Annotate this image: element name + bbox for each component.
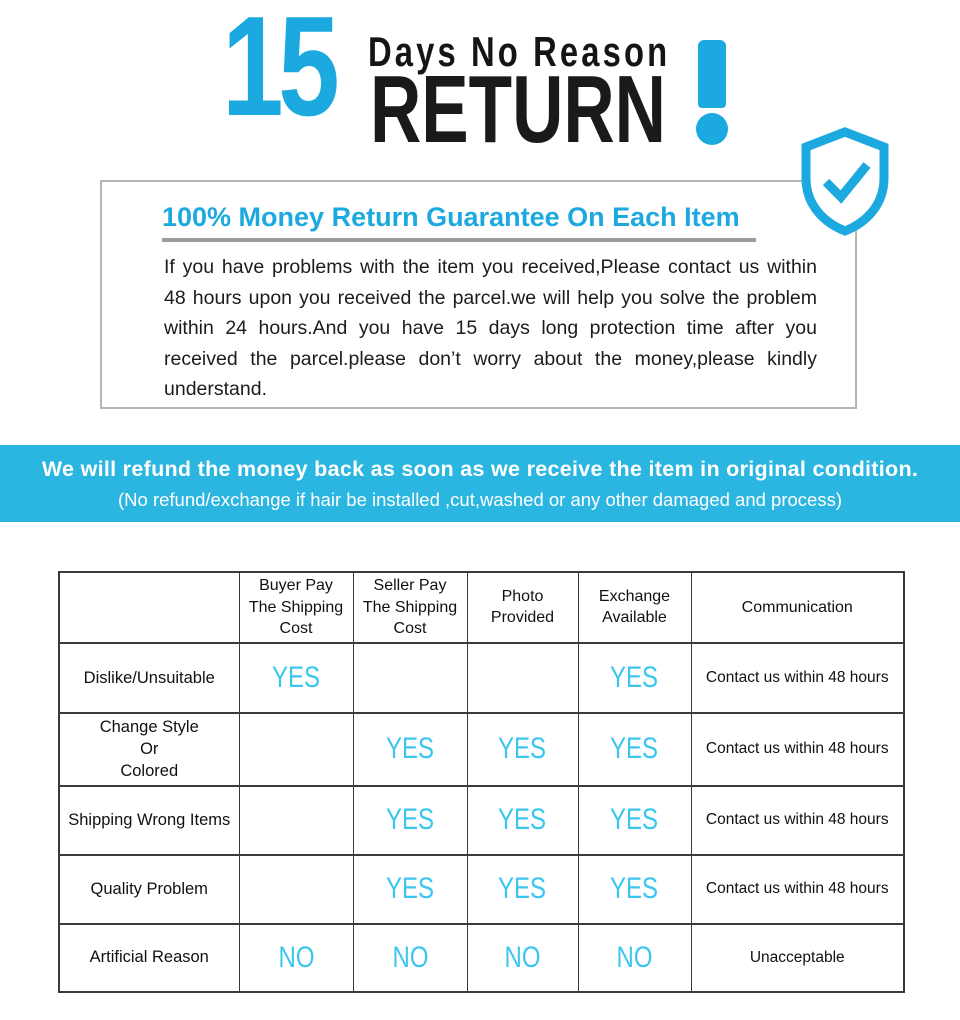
mark-value: YES (385, 732, 435, 766)
mark-cell: NO (466, 922, 579, 993)
mark-value: YES (610, 803, 659, 837)
table-row: Change Style Or Colored YES YES YES Cont… (58, 711, 905, 787)
row-label: Change Style Or Colored (58, 711, 240, 787)
header-buyer-pay: Buyer Pay The Shipping Cost (238, 571, 354, 644)
mark-value: NO (278, 940, 314, 974)
mark-value: YES (498, 732, 547, 766)
table-row: Artificial Reason NO NO NO NO Unacceptab… (58, 922, 905, 993)
mark-cell (466, 641, 579, 714)
table-row: Dislike/Unsuitable YES YES Contact us wi… (58, 641, 905, 714)
mark-cell: YES (466, 711, 579, 787)
mark-value: YES (610, 660, 659, 694)
header-communication: Communication (690, 571, 905, 644)
guarantee-heading: 100% Money Return Guarantee On Each Item (162, 202, 756, 243)
policy-table: Buyer Pay The Shipping Cost Seller Pay T… (58, 571, 905, 993)
mark-cell: YES (352, 853, 468, 925)
guarantee-box: 100% Money Return Guarantee On Each Item… (100, 180, 857, 409)
mark-value: YES (385, 872, 435, 906)
table-row: Shipping Wrong Items YES YES YES Contact… (58, 784, 905, 856)
mark-cell: NO (577, 922, 692, 993)
mark-cell: NO (238, 922, 354, 993)
hero-subtitle: Days No Reason (368, 28, 671, 75)
mark-cell (238, 784, 354, 856)
header-empty (58, 571, 240, 644)
mark-value: NO (616, 940, 653, 974)
row-label: Dislike/Unsuitable (58, 641, 240, 714)
mark-value: NO (504, 940, 541, 974)
mark-cell (238, 853, 354, 925)
mark-cell (238, 711, 354, 787)
mark-cell: YES (352, 711, 468, 787)
header-seller-pay: Seller Pay The Shipping Cost (352, 571, 468, 644)
refund-banner: We will refund the money back as soon as… (0, 445, 960, 522)
communication-cell: Contact us within 48 hours (690, 641, 905, 714)
header-photo-provided: Photo Provided (466, 571, 579, 644)
mark-value: NO (392, 940, 428, 974)
mark-cell: YES (466, 784, 579, 856)
mark-cell: YES (577, 853, 692, 925)
exclamation-icon (698, 40, 726, 108)
mark-value: YES (498, 872, 547, 906)
communication-cell: Contact us within 48 hours (690, 853, 905, 925)
table-header-row: Buyer Pay The Shipping Cost Seller Pay T… (58, 571, 905, 644)
exclamation-dot-icon (696, 113, 728, 145)
days-count: 15 (222, 0, 340, 146)
policy-table-wrapper: Buyer Pay The Shipping Cost Seller Pay T… (58, 571, 905, 993)
mark-cell: YES (577, 711, 692, 787)
header-exchange-available: Exchange Available (577, 571, 692, 644)
refund-banner-line1: We will refund the money back as soon as… (41, 456, 919, 481)
guarantee-body: If you have problems with the item you r… (164, 256, 817, 401)
mark-value: YES (271, 660, 321, 694)
mark-value: YES (610, 732, 659, 766)
mark-cell: NO (352, 922, 468, 993)
refund-banner-line2: (No refund/exchange if hair be installed… (118, 488, 842, 510)
mark-value: YES (385, 803, 435, 837)
communication-cell: Contact us within 48 hours (690, 784, 905, 856)
mark-cell (352, 641, 468, 714)
row-label: Shipping Wrong Items (58, 784, 240, 856)
shield-check-icon (801, 127, 889, 236)
hero-title: RETURN (370, 56, 666, 163)
mark-cell: YES (466, 853, 579, 925)
mark-value: YES (498, 803, 547, 837)
table-row: Quality Problem YES YES YES Contact us w… (58, 853, 905, 925)
mark-cell: YES (352, 784, 468, 856)
row-label: Artificial Reason (58, 922, 240, 993)
mark-cell: YES (577, 641, 692, 714)
mark-value: YES (610, 872, 659, 906)
mark-cell: YES (577, 784, 692, 856)
communication-cell: Unacceptable (690, 922, 905, 993)
row-label: Quality Problem (58, 853, 240, 925)
mark-cell: YES (238, 641, 354, 714)
communication-cell: Contact us within 48 hours (690, 711, 905, 787)
